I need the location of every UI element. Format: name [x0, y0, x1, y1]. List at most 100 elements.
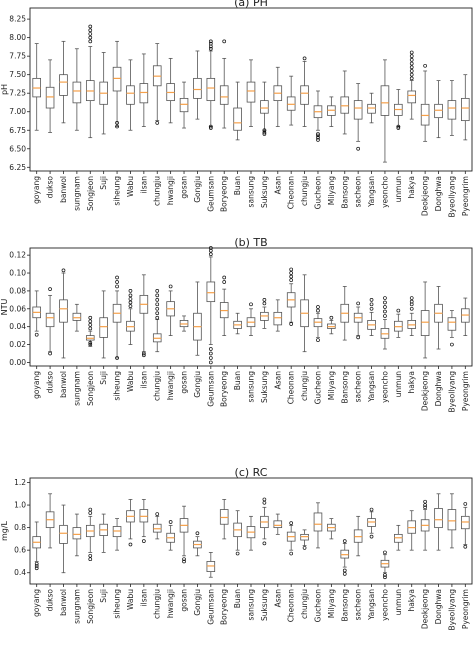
box-iqr — [407, 90, 417, 104]
outlier-point — [115, 275, 119, 280]
box-chungju — [300, 274, 309, 353]
chart-panel-3: (c) RC 0.4 0.6 0.8 1.0 1.2 mg/L goyang dukso banw… — [0, 466, 473, 631]
outlier-point — [409, 296, 414, 300]
outlier-point — [262, 128, 267, 133]
box-sansung — [246, 302, 256, 337]
outlier-point — [383, 575, 387, 580]
y-tick-label: 1.0 — [14, 501, 26, 510]
box-iqr — [420, 310, 430, 337]
y-axis-label: pH — [0, 84, 9, 95]
box-gosan — [179, 315, 189, 332]
box-Boryeong — [219, 499, 229, 540]
outlier-point — [208, 39, 213, 44]
outlier-point — [289, 267, 294, 272]
outlier-point — [168, 520, 173, 524]
x-tick-label: unmun — [394, 176, 403, 203]
box-sacheon — [353, 83, 363, 151]
outlier-point — [141, 351, 146, 356]
x-tick-label: sacheon — [354, 176, 363, 208]
x-tick-label: chungju — [153, 176, 162, 206]
box-unmun — [394, 89, 403, 130]
x-tick-label: chungju — [300, 176, 309, 206]
x-tick-label: yeoncho — [380, 371, 389, 403]
outlier-point — [88, 315, 93, 320]
box-iqr — [434, 103, 443, 119]
outlier-point — [88, 326, 93, 331]
x-tick-label: Suksung — [260, 371, 269, 403]
box-Pyeongrim — [461, 297, 470, 337]
y-tick-label: 0.08 — [9, 286, 26, 295]
outlier-point — [342, 572, 347, 576]
box-Suksung — [260, 81, 269, 136]
outlier-point — [155, 302, 160, 307]
x-tick-label: sansung — [247, 176, 256, 208]
outlier-point — [289, 271, 294, 275]
box-Asan — [273, 513, 283, 535]
box-Bansong — [340, 286, 350, 341]
outlier-point — [316, 138, 320, 142]
box-iqr — [273, 520, 283, 529]
y-tick-label: 7.25 — [9, 89, 26, 98]
x-tick-label: siheung — [113, 371, 122, 401]
box-Suji — [99, 290, 108, 359]
box-iqr — [246, 81, 256, 103]
box-iqr — [45, 312, 55, 328]
y-tick-label: 8.00 — [9, 33, 26, 42]
y-tick-label: 0.02 — [9, 340, 26, 349]
outlier-point — [262, 297, 267, 302]
box-Songjeon — [85, 507, 95, 562]
outlier-point — [289, 322, 294, 326]
outlier-point — [369, 302, 374, 307]
x-tick-label: Bansong — [340, 589, 349, 622]
outlier-point — [195, 531, 200, 536]
x-tick-label: Cheonan — [287, 176, 296, 210]
outlier-point — [155, 120, 160, 125]
box-Milyang — [327, 96, 336, 127]
outlier-point — [48, 351, 52, 356]
x-tick-label: Yangsan — [367, 371, 376, 403]
x-tick-label: sansung — [247, 589, 256, 621]
x-tick-label: dukso — [46, 176, 55, 199]
outlier-point — [88, 342, 93, 347]
outlier-point — [342, 539, 347, 543]
outlier-point — [450, 342, 454, 347]
box-iqr — [313, 512, 323, 532]
outlier-point — [262, 132, 267, 136]
box-Songjeon — [85, 315, 95, 347]
outlier-point — [155, 297, 160, 302]
outlier-point — [141, 539, 146, 543]
box-dukso — [45, 287, 55, 356]
outlier-point — [316, 305, 320, 309]
x-tick-label: Donghwa — [434, 176, 443, 211]
box-Deokjeong — [420, 63, 430, 142]
box-banwol — [59, 268, 68, 359]
box-iqr — [380, 85, 390, 116]
outlier-point — [409, 50, 414, 55]
outlier-point — [342, 568, 347, 573]
outlier-point — [356, 335, 361, 340]
outlier-point — [155, 293, 160, 298]
x-tick-label: Suksung — [260, 176, 269, 208]
box-gosan — [179, 81, 189, 129]
outlier-point — [155, 311, 160, 316]
box-iqr — [72, 312, 82, 321]
x-tick-label: Bansong — [340, 371, 349, 404]
x-tick-label: ilsan — [139, 176, 148, 194]
box-iqr — [59, 74, 68, 96]
y-tick-label: 0.00 — [9, 358, 26, 367]
outlier-point — [262, 301, 267, 306]
outlier-point — [115, 120, 119, 125]
box-banwol — [59, 504, 68, 574]
outlier-point — [289, 278, 294, 283]
x-tick-label: Gucheon — [313, 589, 322, 623]
outlier-point — [356, 146, 361, 151]
box-Donghwa — [434, 493, 443, 551]
x-tick-label: chungju — [153, 371, 162, 401]
outlier-point — [463, 544, 468, 549]
box-iqr — [206, 281, 216, 303]
outlier-point — [88, 557, 93, 562]
box-Cheonan — [286, 75, 296, 126]
box-iqr — [72, 527, 82, 540]
box-iqr — [99, 317, 108, 338]
x-tick-label: Wabu — [126, 176, 135, 197]
